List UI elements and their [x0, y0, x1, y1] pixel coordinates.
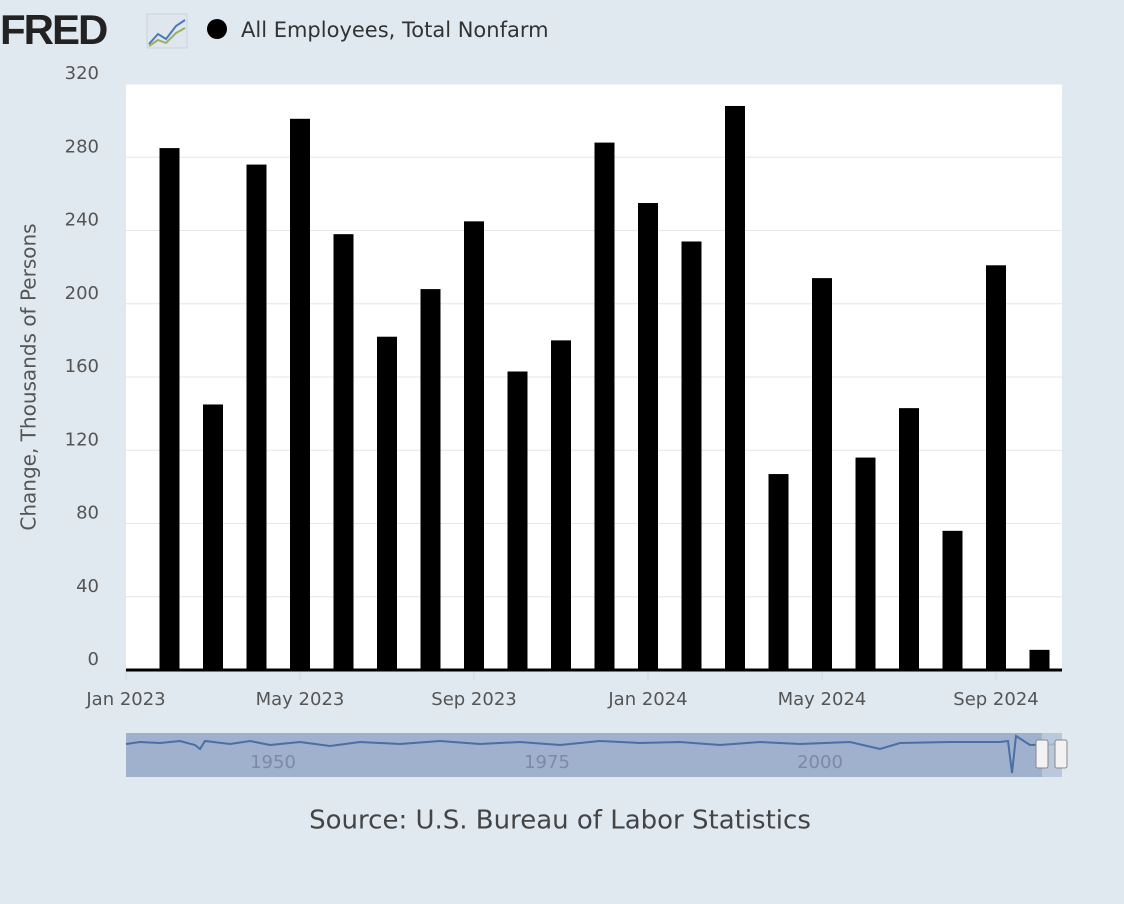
bar — [420, 289, 441, 670]
bar — [986, 265, 1006, 670]
bar — [333, 234, 354, 670]
x-tick-label: Sep 2024 — [953, 689, 1038, 710]
y-tick-label: 0 — [88, 649, 99, 670]
y-tick-label: 320 — [65, 63, 99, 84]
navigator-area — [126, 733, 1062, 777]
legend-label: All Employees, Total Nonfarm — [241, 18, 549, 42]
bar — [507, 371, 528, 670]
bar — [812, 278, 832, 670]
x-tick-label: Jan 2023 — [85, 689, 165, 710]
bar — [159, 148, 180, 670]
navigator-label: 1950 — [250, 752, 296, 773]
bar — [290, 118, 310, 670]
bar — [246, 164, 267, 670]
navigator — [125, 733, 1068, 777]
logo-icon — [146, 13, 188, 49]
bar — [551, 340, 571, 670]
y-tick-label: 120 — [65, 429, 99, 450]
y-tick-label: 280 — [65, 136, 99, 157]
x-tick-label: Sep 2023 — [431, 689, 516, 710]
bar — [1029, 649, 1050, 670]
x-tick-label: May 2024 — [778, 689, 867, 710]
logo[interactable]: FRED — [0, 6, 109, 53]
bar — [203, 404, 223, 670]
bar — [377, 336, 397, 670]
navigator-label: 2000 — [797, 752, 843, 773]
navigator-line — [125, 734, 1063, 774]
y-tick-label: 240 — [65, 210, 99, 231]
navigator-handle[interactable] — [1035, 739, 1049, 769]
bar — [899, 408, 919, 670]
bar — [681, 241, 702, 671]
bar — [725, 105, 745, 671]
navigator-handle[interactable] — [1054, 739, 1068, 769]
navigator-label: 1975 — [524, 752, 570, 773]
y-tick-label: 40 — [76, 576, 99, 597]
bar — [768, 474, 789, 670]
y-tick-label: 160 — [65, 356, 99, 377]
y-tick-label: 80 — [76, 503, 99, 524]
bar — [594, 142, 615, 671]
source: Source: U.S. Bureau of Labor Statistics — [309, 806, 811, 836]
y-tick-label: 200 — [65, 283, 99, 304]
y-axis-label: Change, Thousands of Persons — [17, 223, 41, 530]
bar — [942, 530, 963, 670]
bar — [638, 203, 658, 670]
x-tick-label: May 2023 — [256, 689, 345, 710]
x-tick-label: Jan 2024 — [607, 689, 687, 710]
legend-marker — [207, 19, 227, 39]
bar — [855, 457, 876, 670]
bar — [464, 221, 484, 670]
